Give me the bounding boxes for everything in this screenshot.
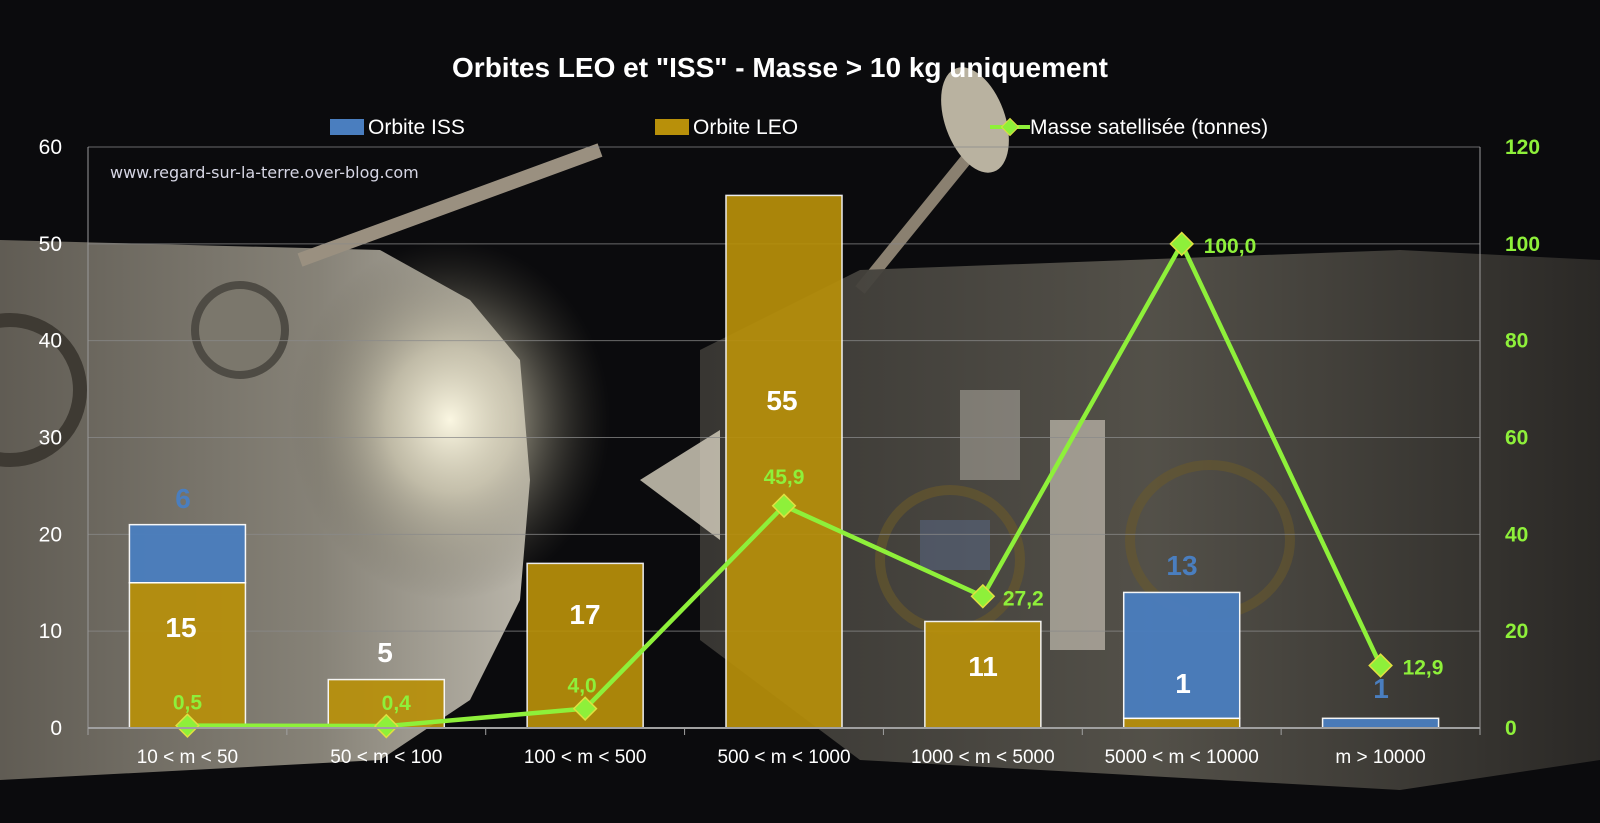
line-label-mass: 100,0 (1204, 235, 1257, 258)
x-tick-label: 10 < m < 50 (137, 747, 238, 768)
legend-swatch-mass-marker (1000, 117, 1020, 137)
bar-label-leo: 55 (766, 385, 797, 416)
x-tick-label: m > 10000 (1335, 747, 1425, 768)
bar-leo (128, 582, 247, 729)
line-marker-mass (970, 583, 996, 609)
legend-item-iss: Orbite ISS (330, 116, 465, 139)
legend-label-leo: Orbite LEO (693, 116, 798, 139)
legend-item-leo: Orbite LEO (655, 116, 798, 139)
bar-label-iss: 6 (175, 483, 191, 514)
bar-label-leo: 1 (1175, 668, 1191, 699)
bar-label-iss: 1 (1373, 673, 1389, 704)
x-tick-label: 100 < m < 500 (524, 747, 647, 768)
bar-label-leo: 5 (377, 637, 393, 668)
y-left-tick-label: 60 (39, 136, 62, 159)
y-left-tick-label: 50 (39, 233, 62, 256)
bar-iss (128, 523, 247, 584)
bar-label-iss: 13 (1166, 550, 1197, 581)
x-tick-label: 50 < m < 100 (330, 747, 442, 768)
line-marker-mass (175, 713, 200, 738)
bar-leo (1122, 717, 1241, 729)
watermark-text: www.regard-sur-la-terre.over-blog.com (110, 163, 419, 182)
y-right-tick-label: 60 (1505, 427, 1528, 450)
legend: Orbite ISS Orbite LEO Masse satellisée (… (330, 116, 1268, 139)
line-label-mass: 0,4 (382, 692, 412, 715)
y-right-tick-label: 120 (1505, 136, 1540, 159)
bar-label-leo: 15 (165, 612, 196, 643)
y-right-tick-label: 100 (1505, 233, 1540, 256)
line-label-mass: 4,0 (568, 675, 597, 698)
y-right-tick-label: 40 (1505, 523, 1528, 546)
line-marker-mass (572, 696, 598, 722)
line-marker-mass (1169, 231, 1195, 257)
legend-swatch-iss (330, 119, 364, 135)
line-marker-mass (373, 713, 399, 739)
line-layer (175, 231, 1393, 739)
y-left-tick-label: 20 (39, 523, 62, 546)
x-tick-label: 5000 < m < 10000 (1105, 747, 1259, 768)
bar-label-leo: 17 (569, 599, 600, 630)
bar-label-leo: 11 (968, 651, 998, 682)
y-right-tick-label: 20 (1505, 620, 1528, 643)
legend-label-iss: Orbite ISS (368, 116, 465, 139)
y-left-tick-label: 30 (39, 427, 62, 450)
y-right-tick-label: 80 (1505, 330, 1528, 353)
x-tick-label: 1000 < m < 5000 (911, 747, 1055, 768)
legend-label-mass: Masse satellisée (tonnes) (1030, 116, 1268, 139)
bar-iss (1122, 591, 1241, 720)
line-marker-mass (1368, 653, 1393, 678)
y-right-tick-label: 0 (1505, 717, 1517, 740)
legend-item-mass: Masse satellisée (tonnes) (990, 116, 1268, 139)
line-label-mass: 45,9 (764, 466, 805, 489)
x-tick-label: 500 < m < 1000 (717, 747, 850, 768)
line-label-mass: 12,9 (1403, 657, 1444, 680)
y-left-tick-label: 40 (39, 330, 62, 353)
y-left-tick-label: 0 (50, 717, 62, 740)
legend-swatch-leo (655, 119, 689, 135)
axis-layer: 0 10 20 30 40 50 60 0 20 40 60 80 100 120 10 < m < 50 5… (39, 136, 1540, 768)
y-left-tick-label: 10 (39, 620, 62, 643)
line-label-mass: 0,5 (173, 692, 203, 715)
line-marker-mass (771, 493, 797, 519)
chart-title: Orbites LEO et "ISS" - Masse > 10 kg uni… (452, 52, 1108, 83)
bar-iss (1321, 717, 1440, 729)
bar-leo (924, 620, 1042, 729)
bar-layer (128, 194, 1440, 729)
bar-leo (725, 194, 843, 729)
line-label-mass: 27,2 (1003, 587, 1044, 610)
